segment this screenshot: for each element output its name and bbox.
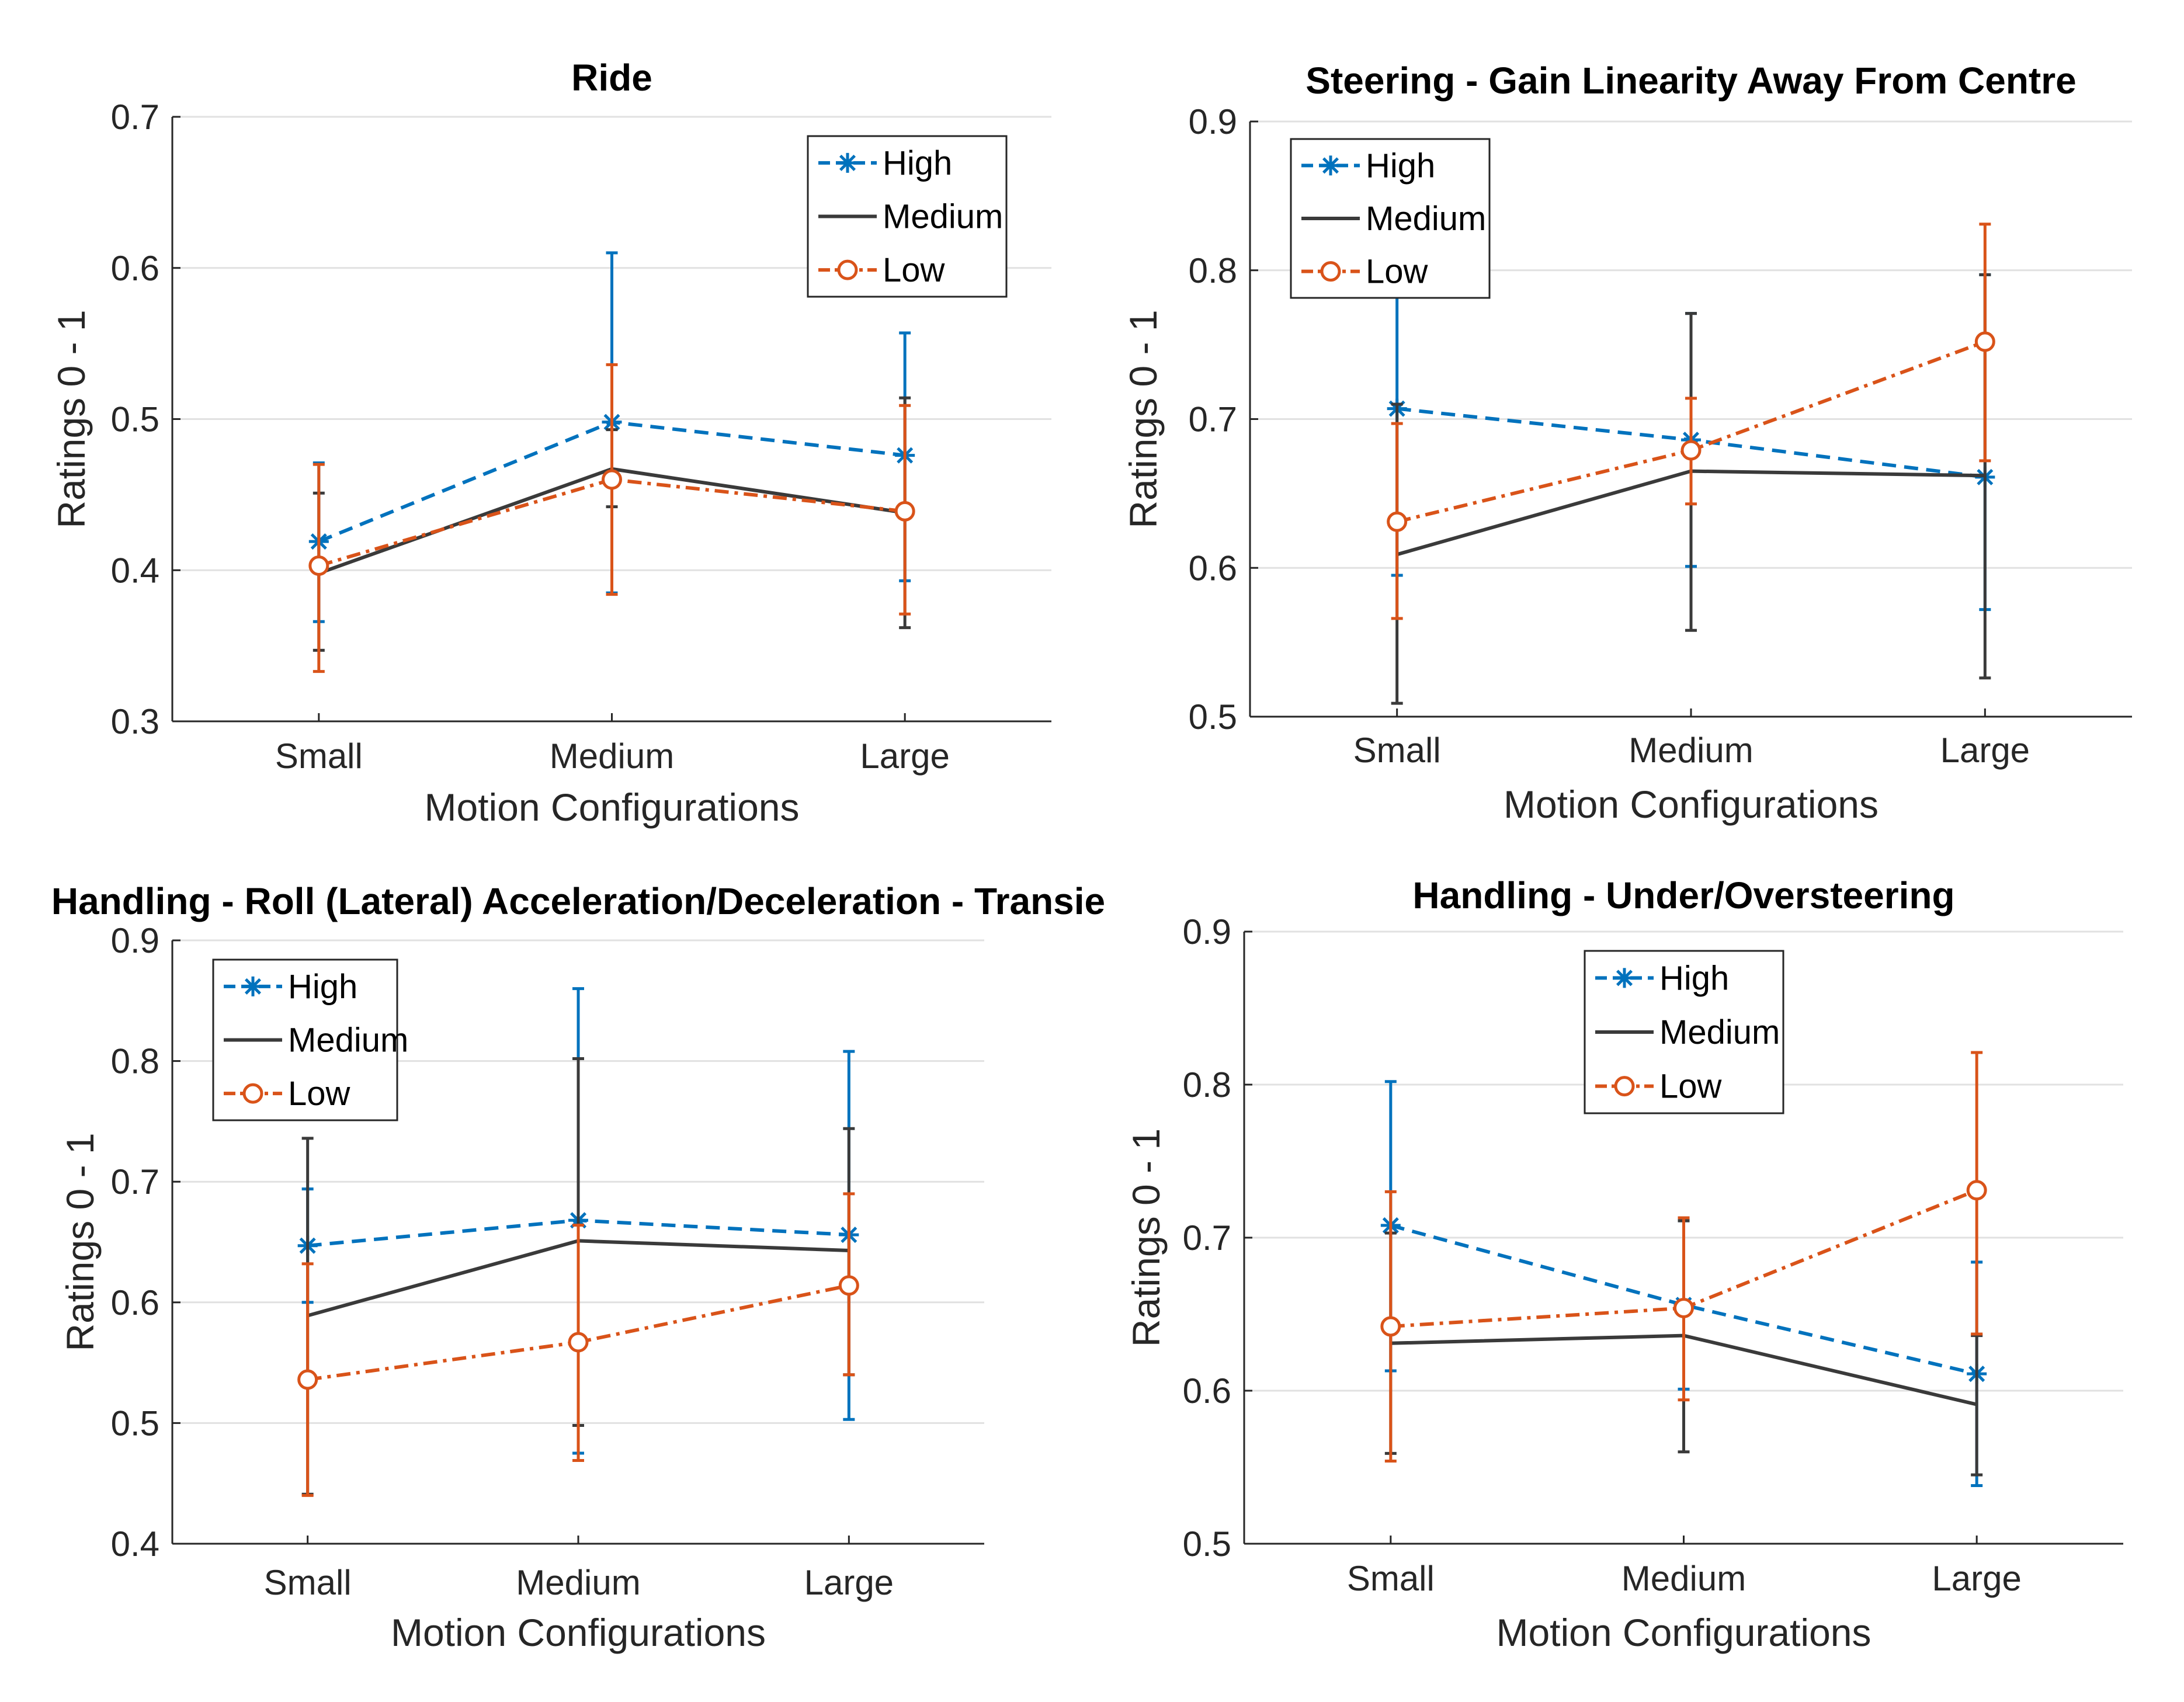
x-tick-label-medium: Medium <box>516 1563 640 1602</box>
x-tick-label-large: Large <box>860 737 949 776</box>
y-axis-label: Ratings 0 - 1 <box>58 1133 102 1351</box>
legend-marker-high-stroke-3 <box>1616 970 1633 987</box>
y-axis-label: Ratings 0 - 1 <box>1121 310 1165 528</box>
legend: High Medium Low <box>212 958 408 1121</box>
y-tick-label: 0.6 <box>1189 548 1237 588</box>
legend: High Medium Low <box>807 135 1008 298</box>
data-point-low <box>1387 511 1408 532</box>
y-tick-label: 0.3 <box>111 702 159 741</box>
y-tick-label: 0.9 <box>1183 912 1231 951</box>
x-tick-label-large: Large <box>804 1563 894 1602</box>
data-point-low <box>838 1275 859 1296</box>
legend-label-medium: Medium <box>1659 1013 1780 1051</box>
y-tick-label: 0.8 <box>111 1042 159 1081</box>
x-tick-label-small: Small <box>264 1563 352 1602</box>
x-axis-label: Motion Configurations <box>391 1611 766 1654</box>
legend-marker-high <box>243 976 263 996</box>
legend-label-high: High <box>288 968 357 1006</box>
data-point-low <box>1380 1316 1401 1337</box>
series-low <box>308 363 915 673</box>
series-low <box>1387 223 1995 620</box>
y-tick-label: 0.7 <box>1189 400 1237 439</box>
legend-marker-high <box>1321 155 1341 176</box>
data-point-low <box>1966 1180 1987 1201</box>
legend-marker-low <box>242 1083 263 1104</box>
legend-label-low: Low <box>1659 1068 1723 1106</box>
legend-label-medium: Medium <box>883 198 1003 236</box>
y-tick-label: 0.8 <box>1183 1065 1231 1104</box>
legend: High Medium Low <box>1584 950 1784 1114</box>
x-tick-label-small: Small <box>1353 731 1441 770</box>
y-tick-label: 0.8 <box>1189 251 1237 290</box>
x-tick-label-small: Small <box>1347 1559 1435 1598</box>
data-point-low <box>1680 440 1702 461</box>
legend-marker-low <box>1320 261 1341 282</box>
legend-marker-low <box>837 259 858 280</box>
legend-label-high: High <box>1366 147 1435 185</box>
y-tick-label: 0.7 <box>1183 1218 1231 1258</box>
data-point-low <box>1974 331 1995 352</box>
legend-label-low: Low <box>288 1075 351 1113</box>
legend-marker-high-stroke-3 <box>1322 157 1339 174</box>
y-tick-label: 0.9 <box>1189 102 1237 141</box>
legend-marker-high-stroke-3 <box>839 154 856 171</box>
series-low <box>297 1192 859 1497</box>
data-point-low <box>1673 1298 1694 1319</box>
handling-under-oversteering-chart: 0.5 0.6 0.7 0.8 0.9 Small Medium Large Handling … <box>1124 874 2123 1654</box>
y-tick-label: 0.6 <box>111 1283 159 1322</box>
y-tick-label: 0.4 <box>111 551 159 590</box>
data-point-low <box>297 1369 318 1390</box>
x-tick-label-small: Small <box>275 737 363 776</box>
data-point-low <box>308 555 329 576</box>
legend-marker-high <box>1614 968 1634 988</box>
x-axis-label: Motion Configurations <box>1496 1611 1871 1654</box>
ride-chart: 0.3 0.4 0.5 0.6 0.7 Small Medium Large Ride Motio… <box>50 57 1051 829</box>
data-point-low <box>568 1332 589 1353</box>
legend-label-medium: Medium <box>288 1022 408 1060</box>
x-tick-label-medium: Medium <box>1629 731 1753 770</box>
y-axis-label: Ratings 0 - 1 <box>1124 1128 1168 1347</box>
y-tick-label: 0.5 <box>111 1404 159 1443</box>
chart-title: Handling - Under/Oversteering <box>1412 874 1954 916</box>
legend-label-low: Low <box>1366 253 1429 291</box>
y-tick-label: 0.5 <box>111 400 159 439</box>
series-low <box>1380 1051 1987 1463</box>
data-point-low <box>602 469 622 490</box>
legend-label-high: High <box>1659 959 1729 997</box>
series-line-high <box>1390 1224 1977 1376</box>
handling-roll-acceleration-chart: 0.4 0.5 0.6 0.7 0.8 0.9 Small Medium Large Handli… <box>51 880 1105 1654</box>
x-tick-label-medium: Medium <box>550 737 674 776</box>
y-tick-label: 0.7 <box>111 98 159 137</box>
legend-marker-high <box>838 152 857 173</box>
legend-marker-high-stroke-3 <box>244 978 262 995</box>
legend-marker-low <box>1614 1076 1635 1097</box>
x-tick-label-large: Large <box>1932 1559 2021 1598</box>
legend-label-low: Low <box>883 251 946 289</box>
x-tick-label-large: Large <box>1940 731 2030 770</box>
y-tick-label: 0.9 <box>111 921 159 960</box>
data-point-medium <box>1976 1404 1978 1405</box>
y-tick-label: 0.6 <box>1183 1371 1231 1411</box>
chart-title: Handling - Roll (Lateral) Acceleration/D… <box>51 880 1105 922</box>
y-tick-label: 0.4 <box>111 1524 159 1564</box>
legend-label-high: High <box>883 144 952 182</box>
chart-title: Steering - Gain Linearity Away From Cent… <box>1305 60 2076 102</box>
y-tick-label: 0.5 <box>1183 1524 1231 1564</box>
x-tick-label-medium: Medium <box>1621 1559 1746 1598</box>
data-point-medium <box>1984 475 1986 477</box>
chart-title: Ride <box>571 57 652 99</box>
data-point-low <box>894 501 915 522</box>
y-tick-label: 0.5 <box>1189 697 1237 737</box>
steering-gain-linearity-chart: 0.5 0.6 0.7 0.8 0.9 Small Medium Large Steering … <box>1121 60 2132 826</box>
x-axis-label: Motion Configurations <box>1504 783 1879 826</box>
legend: High Medium Low <box>1290 138 1491 299</box>
y-tick-label: 0.6 <box>111 249 159 288</box>
y-axis-label: Ratings 0 - 1 <box>50 310 93 528</box>
y-tick-label: 0.7 <box>111 1162 159 1201</box>
legend-label-medium: Medium <box>1366 200 1486 238</box>
x-axis-label: Motion Configurations <box>424 786 799 829</box>
